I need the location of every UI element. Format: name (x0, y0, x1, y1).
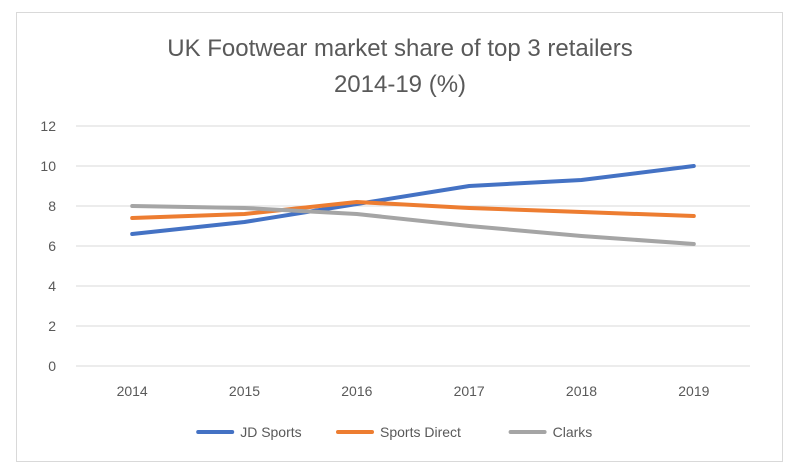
x-axis-ticks: 2014 2015 2016 2017 2018 2019 (117, 383, 710, 399)
legend-label-jd-sports: JD Sports (240, 424, 301, 440)
series-line-sports-direct (130, 200, 696, 220)
gridlines (76, 125, 750, 367)
x-tick-label: 2018 (566, 383, 597, 399)
y-tick-label: 4 (48, 278, 56, 294)
legend-label-clarks: Clarks (553, 424, 593, 440)
y-tick-label: 6 (48, 238, 56, 254)
series-line-jd-sports (130, 164, 696, 236)
chart-title: UK Footwear market share of top 3 retail… (167, 35, 633, 62)
x-tick-label: 2015 (229, 383, 260, 399)
series-line-clarks (130, 204, 696, 246)
legend: JD Sports Sports Direct Clarks (196, 424, 593, 440)
series-lines (130, 164, 696, 246)
x-tick-label: 2014 (117, 383, 148, 399)
y-tick-label: 2 (48, 318, 56, 334)
legend-label-sports-direct: Sports Direct (380, 424, 461, 440)
chart-subtitle: 2014-19 (%) (334, 71, 466, 98)
y-axis-ticks: 0 2 4 6 8 10 12 (40, 118, 56, 374)
x-tick-label: 2016 (341, 383, 372, 399)
y-tick-label: 10 (40, 158, 56, 174)
y-tick-label: 12 (40, 118, 56, 134)
y-tick-label: 8 (48, 198, 56, 214)
x-tick-label: 2017 (454, 383, 485, 399)
y-tick-label: 0 (48, 358, 56, 374)
x-tick-label: 2019 (678, 383, 709, 399)
chart-frame (16, 12, 783, 462)
